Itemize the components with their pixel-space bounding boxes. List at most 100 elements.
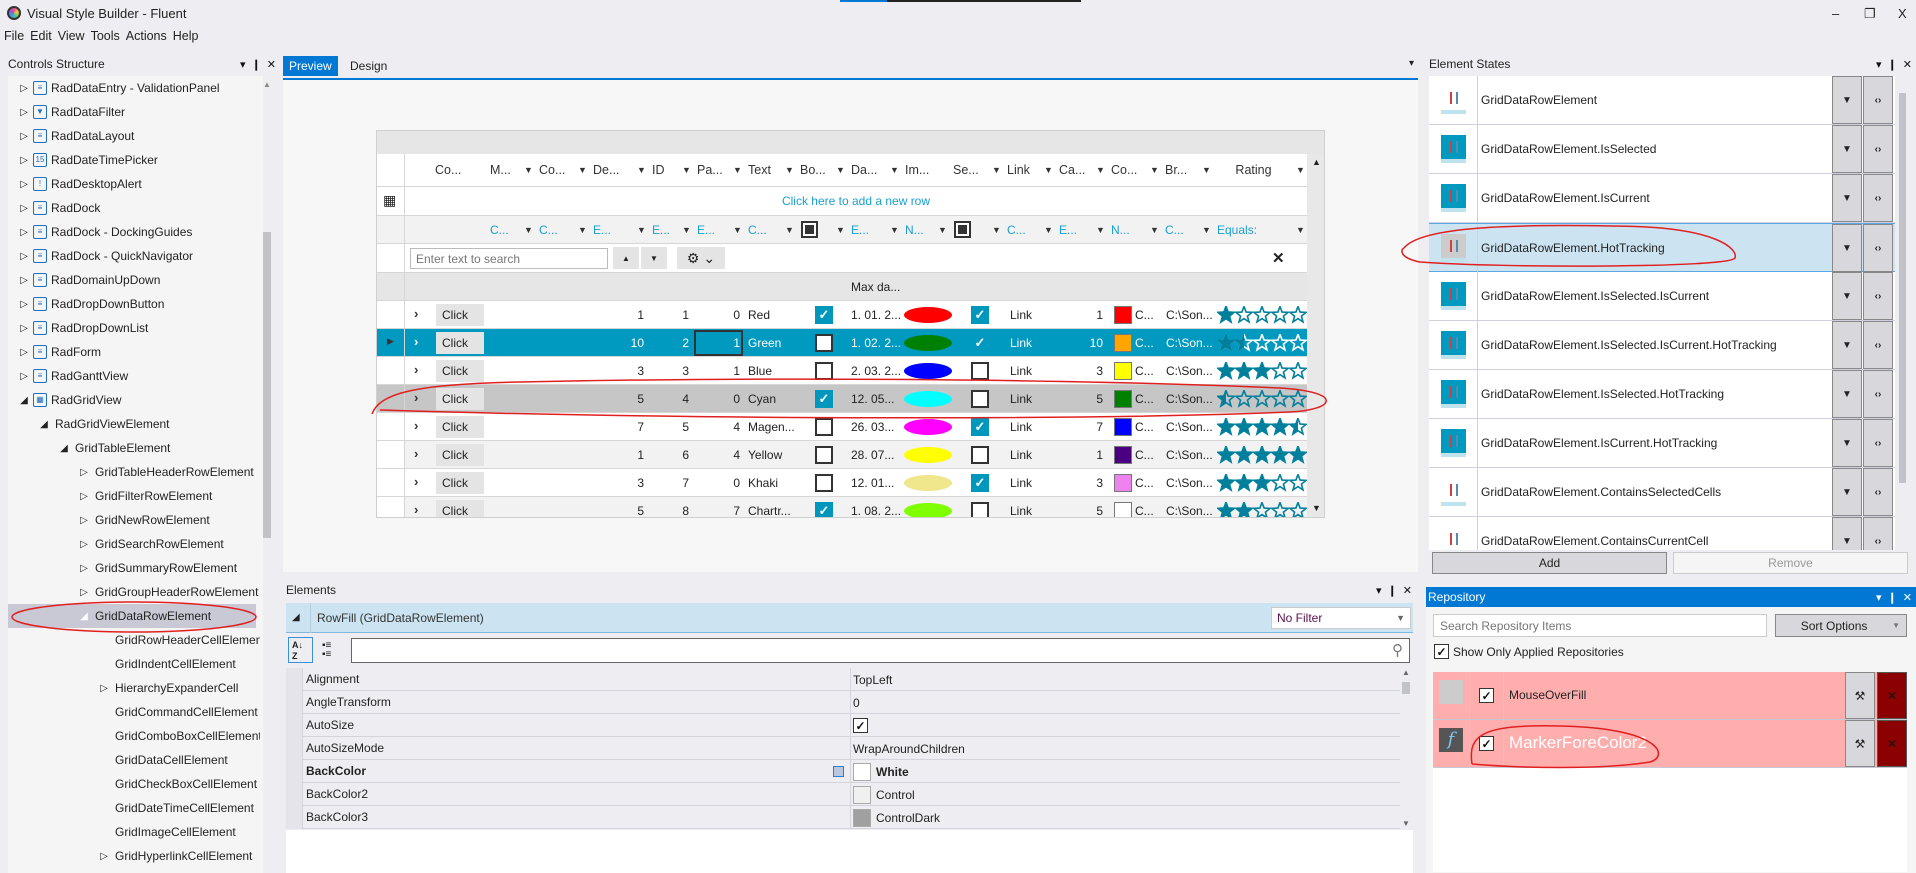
filter-value[interactable]: N... <box>1111 222 1130 237</box>
tree-scrollbar-thumb[interactable] <box>263 232 271 538</box>
checkbox[interactable]: ✓ <box>971 306 989 324</box>
checkbox[interactable] <box>815 474 833 492</box>
minimize-button[interactable]: – <box>1832 6 1840 21</box>
cell-date[interactable]: 26. 03... <box>851 419 895 434</box>
state-dropdown-button[interactable]: ▼ <box>1832 517 1862 550</box>
column-header[interactable]: ID <box>648 154 680 186</box>
property-row[interactable]: AutoSizeMode WrapAroundChildren <box>286 737 1400 760</box>
tree-item[interactable]: ▷ ≡ RadDomainUpDown <box>8 268 256 292</box>
state-dropdown-button[interactable]: ▼ <box>1832 370 1862 418</box>
tree-item[interactable]: ▷ GridFilterRowElement <box>8 484 256 508</box>
element-state-item[interactable]: GridDataRowElement.IsCurrent.HotTracking… <box>1429 419 1895 468</box>
states-scrollbar[interactable] <box>1899 76 1907 550</box>
close-icon[interactable]: ✕ <box>1402 584 1412 597</box>
command-button[interactable]: Click <box>436 416 484 438</box>
expand-row-icon[interactable]: › <box>414 306 419 321</box>
expand-icon[interactable]: ▷ <box>80 538 88 550</box>
repository-item[interactable]: f ✓ MarkerForeColor2 ⚒ ✕ <box>1433 720 1907 768</box>
grid-search-input[interactable]: Enter text to search <box>410 248 608 269</box>
cell-id[interactable]: 8 <box>682 503 689 518</box>
column-header[interactable]: Co... <box>535 154 576 186</box>
column-header[interactable]: Rating <box>1213 154 1294 186</box>
cell-text[interactable]: Red <box>748 307 771 322</box>
tree-item[interactable]: GridDateTimeCellElement <box>8 796 256 820</box>
property-value[interactable]: Control <box>853 785 915 804</box>
property-row[interactable]: AngleTransform 0 <box>286 691 1400 714</box>
repository-item-checkbox[interactable]: ✓ <box>1479 688 1494 703</box>
cell-id[interactable]: 1 <box>682 307 689 322</box>
cell-text[interactable]: Blue <box>748 363 773 378</box>
expand-icon[interactable]: ▷ <box>80 466 88 478</box>
checkbox[interactable] <box>815 418 833 436</box>
element-state-item[interactable]: GridDataRowElement.IsSelected.IsCurrent ▼… <box>1429 272 1895 321</box>
state-code-button[interactable]: ‹› <box>1863 76 1893 124</box>
cell-pa[interactable]: 1 <box>733 335 740 350</box>
color-cell[interactable]: C... <box>1107 497 1161 517</box>
cell-ca[interactable]: 10 <box>1089 335 1103 350</box>
expand-icon[interactable]: ▷ <box>100 850 108 862</box>
cell-id[interactable]: 4 <box>682 391 689 406</box>
expand-icon[interactable]: ▷ <box>20 106 28 118</box>
cell-date[interactable]: 12. 05... <box>851 391 895 406</box>
filter-icon[interactable]: ▼ <box>578 165 587 175</box>
tree-item[interactable]: ▷ ≡ RadGanttView <box>8 364 256 388</box>
expand-icon[interactable]: ▷ <box>20 202 28 214</box>
tree-item[interactable]: ▷ ≡ RadDock - DockingGuides <box>8 220 256 244</box>
tab-preview[interactable]: Preview <box>283 56 338 76</box>
menu-edit[interactable]: Edit <box>30 29 52 43</box>
expand-icon[interactable]: ▷ <box>20 274 28 286</box>
categorized-view-button[interactable]: ▪≡ ▪≡ <box>322 640 332 660</box>
table-row[interactable]: › Click 5 8 7 Chartr... ✓ 1. 08. 2... Link 5 C... C… <box>377 497 1307 518</box>
tree-item[interactable]: GridIndentCellElement <box>8 652 256 676</box>
state-dropdown-button[interactable]: ▼ <box>1832 321 1862 369</box>
browse-cell[interactable]: C:\Son... <box>1166 391 1213 406</box>
element-state-item[interactable]: GridDataRowElement.ContainsSelectedCells… <box>1429 468 1895 517</box>
element-state-item[interactable]: GridDataRowElement.IsSelected.IsCurrent.… <box>1429 321 1895 370</box>
tree-item[interactable]: ◢ GridDataRowElement <box>8 604 256 628</box>
tree-item[interactable]: ▷ ≡ RadDock - QuickNavigator <box>8 244 256 268</box>
pin-icon[interactable]: ❙ <box>1887 58 1897 71</box>
browse-cell[interactable]: C:\Son... <box>1166 475 1213 490</box>
command-button[interactable]: Click <box>436 444 484 466</box>
filter-value[interactable]: C... <box>748 222 767 237</box>
delete-repository-button[interactable]: ✕ <box>1877 672 1907 719</box>
expand-icon[interactable]: ▷ <box>20 322 28 334</box>
table-row[interactable]: › Click 1 1 0 Red ✓ 1. 01. 2... ✓ Link 1 C... C:\Son… <box>377 301 1307 329</box>
checkbox[interactable]: ✓ <box>971 418 989 436</box>
collapse-icon[interactable]: ◢ <box>20 394 28 406</box>
checkbox[interactable]: ✓ <box>815 502 833 517</box>
filter-icon[interactable]: ▼ <box>890 165 899 175</box>
tree-item[interactable]: ▷ ≡ RadDock <box>8 196 256 220</box>
color-cell[interactable]: C... <box>1107 413 1161 440</box>
checkbox[interactable]: ✓ <box>1434 644 1449 659</box>
tree-item[interactable]: ▷ GridSearchRowElement <box>8 532 256 556</box>
expand-icon[interactable]: ▷ <box>20 250 28 262</box>
expand-icon[interactable]: ▷ <box>20 82 28 94</box>
cell-pa[interactable]: 7 <box>733 503 740 518</box>
cell-ca[interactable]: 1 <box>1096 307 1103 322</box>
pin-icon[interactable]: ❙ <box>1387 584 1397 597</box>
filter-icon[interactable]: ▼ <box>785 225 794 235</box>
filter-icon[interactable]: ▼ <box>938 225 947 235</box>
cell-pa[interactable]: 0 <box>733 391 740 406</box>
state-code-button[interactable]: ‹› <box>1863 321 1893 369</box>
cell-pa[interactable]: 4 <box>733 419 740 434</box>
checkbox[interactable] <box>971 446 989 464</box>
cell-pa[interactable]: 4 <box>733 447 740 462</box>
menu-help[interactable]: Help <box>172 29 199 43</box>
checkbox[interactable]: ✓ <box>974 335 986 350</box>
filter-icon[interactable]: ▼ <box>1202 225 1211 235</box>
command-button[interactable]: Click <box>436 500 484 517</box>
state-dropdown-button[interactable]: ▼ <box>1832 224 1862 272</box>
tree-item[interactable]: ▷ ≡ RadDropDownButton <box>8 292 256 316</box>
cell-pa[interactable]: 1 <box>733 363 740 378</box>
cell-id[interactable]: 2 <box>682 335 689 350</box>
state-code-button[interactable]: ‹› <box>1863 370 1893 418</box>
delete-repository-button[interactable]: ✕ <box>1877 720 1907 767</box>
checkbox[interactable] <box>815 446 833 464</box>
rating-stars[interactable] <box>1217 474 1307 492</box>
expand-row-icon[interactable]: › <box>414 418 419 433</box>
filter-icon[interactable]: ▼ <box>733 165 742 175</box>
property-row[interactable]: Alignment TopLeft <box>286 668 1400 691</box>
command-button[interactable]: Click <box>436 360 484 382</box>
